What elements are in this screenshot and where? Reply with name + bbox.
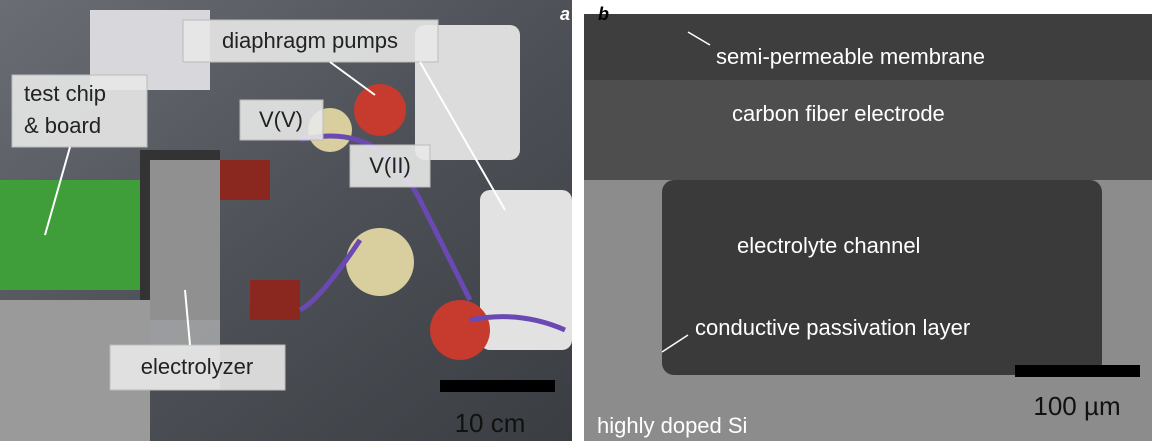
panel-label: a [560, 4, 570, 24]
annotation: electrolyzer [141, 354, 253, 379]
scale-label: 100 µm [1033, 391, 1120, 421]
annotation: diaphragm pumps [222, 28, 398, 53]
annotation: & board [24, 113, 101, 138]
annotation: highly doped Si [597, 413, 747, 438]
scale-bar [440, 380, 555, 392]
annotation: test chip [24, 81, 106, 106]
annotation: carbon fiber electrode [732, 101, 945, 126]
photo-a [0, 0, 572, 441]
annotation: V(II) [369, 153, 411, 178]
figure: a diaphragm pumps test chip & board V(V)… [0, 0, 1152, 441]
panel-label: b [598, 4, 609, 24]
annotation: V(V) [259, 107, 303, 132]
annotation: semi-permeable membrane [716, 44, 985, 69]
scale-label: 10 cm [455, 408, 526, 438]
scale-bar [1015, 365, 1140, 377]
annotation: electrolyte channel [737, 233, 920, 258]
annotation: conductive passivation layer [695, 315, 970, 340]
